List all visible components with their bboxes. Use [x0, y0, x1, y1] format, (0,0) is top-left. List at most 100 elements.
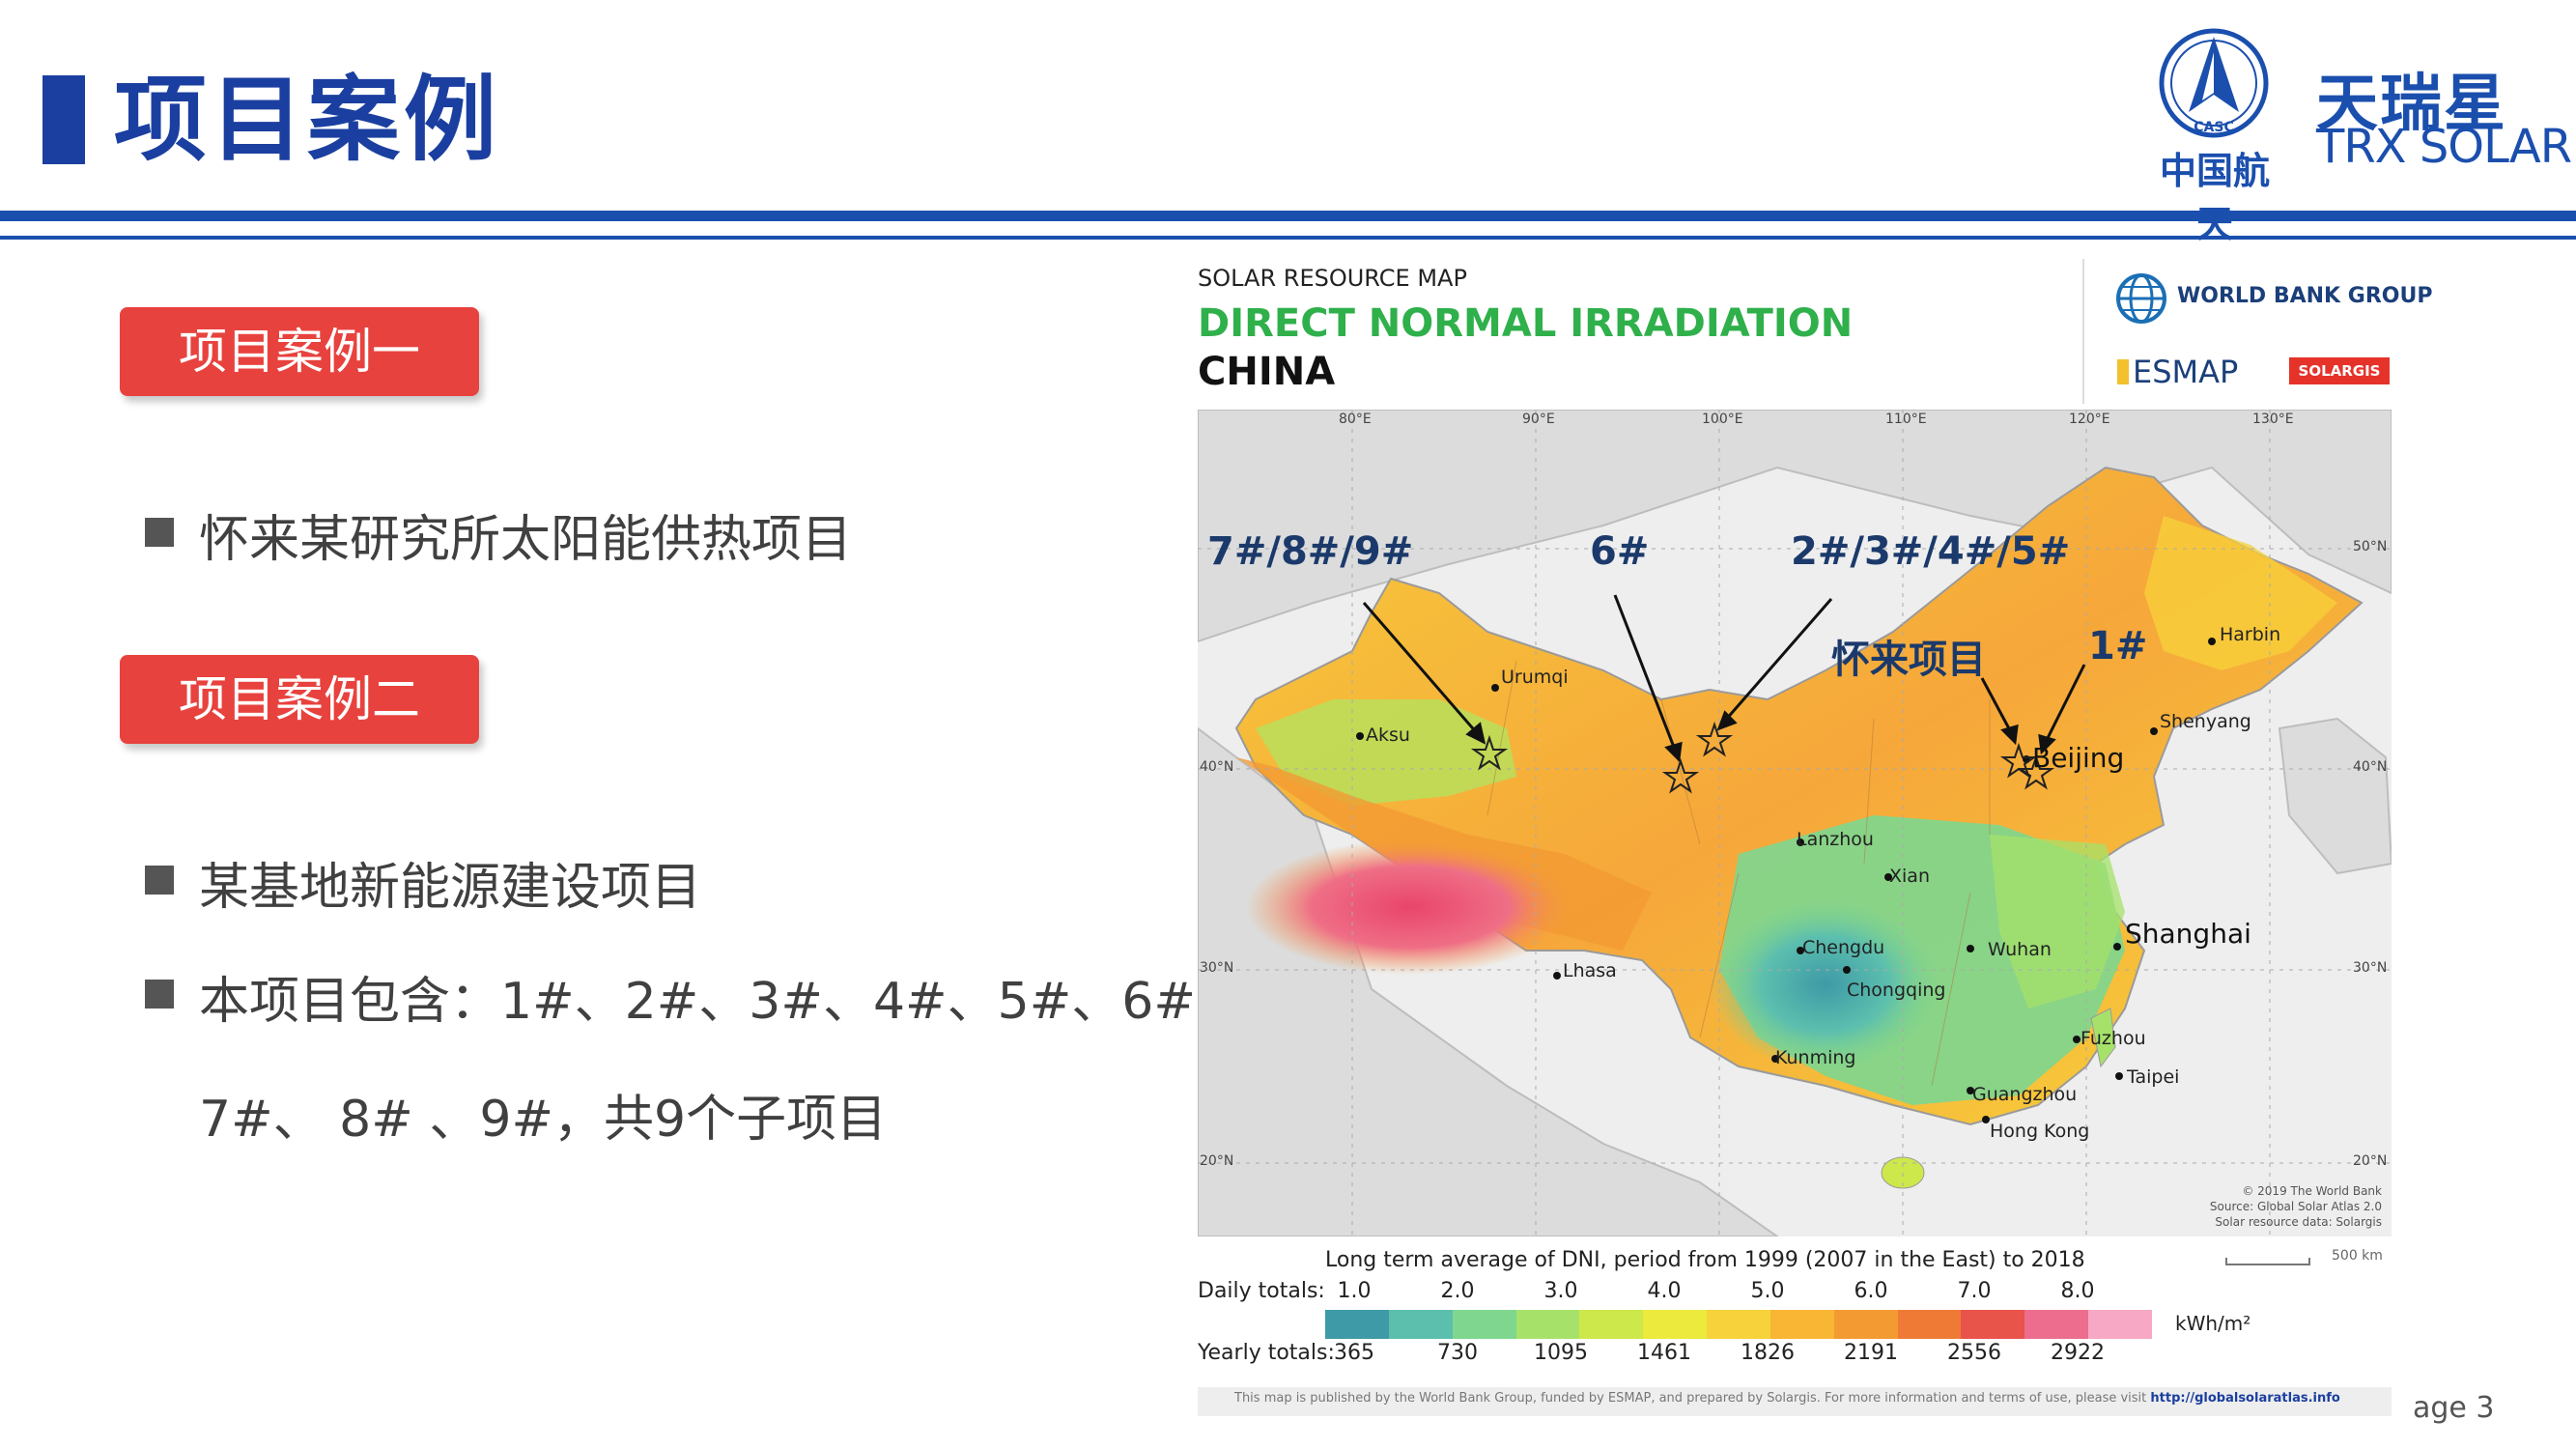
- map-heading: DIRECT NORMAL IRRADIATION: [1198, 301, 1854, 346]
- bullet-icon: [145, 980, 174, 1009]
- lon-tick: 120°E: [2069, 412, 2110, 427]
- legend-swatch: [1769, 1310, 1834, 1339]
- city-label: Hong Kong: [1990, 1121, 2090, 1142]
- project-annotation: 怀来项目: [1831, 638, 1986, 682]
- project-annotation: 7#/8#/9#: [1207, 529, 1414, 574]
- legend-swatch: [1579, 1310, 1644, 1339]
- esmap-mark-icon: [2117, 359, 2129, 384]
- legend-swatch: [1452, 1310, 1516, 1339]
- casc-logo-text: 中国航天: [2159, 150, 2270, 245]
- case-two-item-cont: 7#、 8# 、9#，共9个子项目: [199, 1091, 888, 1149]
- map-credit: Source: Global Solar Atlas 2.0: [2209, 1200, 2382, 1213]
- lat-tick: 30°N: [2353, 960, 2388, 976]
- legend-yearly-value: 1461: [1637, 1341, 1691, 1365]
- scale-bar: [2225, 1258, 2310, 1265]
- city-label: Xian: [1889, 866, 1930, 887]
- legend-swatch: [2088, 1310, 2152, 1339]
- lat-tick: 40°N: [1200, 759, 1234, 775]
- legend-daily-value: 3.0: [1543, 1279, 1578, 1303]
- atlas-link[interactable]: http://globalsolaratlas.info: [2150, 1391, 2340, 1406]
- legend-yearly-value: 730: [1437, 1341, 1478, 1365]
- lat-tick: 20°N: [2353, 1153, 2388, 1169]
- trx-logo-cn: 天瑞星: [2316, 69, 2507, 140]
- casc-emblem-text: CASC: [2194, 120, 2233, 135]
- legend-swatch: [1515, 1310, 1580, 1339]
- bullet-icon: [145, 866, 174, 895]
- map-footer-note: This map is published by the World Bank …: [1234, 1391, 2151, 1406]
- china-dni-map-graphic: [1198, 410, 2392, 1236]
- page-number: age 3: [2413, 1391, 2495, 1425]
- lon-tick: 80°E: [1339, 412, 1372, 427]
- bullet-icon: [145, 518, 174, 547]
- legend-daily-value: 2.0: [1440, 1279, 1475, 1303]
- legend-swatch: [1325, 1310, 1389, 1339]
- case-one-button[interactable]: 项目案例一: [120, 307, 479, 396]
- lon-tick: 110°E: [1885, 412, 1927, 427]
- city-label: Wuhan: [1988, 939, 2052, 960]
- casc-logo-icon: CASC: [2159, 28, 2269, 138]
- map-kicker: SOLAR RESOURCE MAP: [1198, 265, 1467, 292]
- lat-tick: 50°N: [2353, 539, 2388, 554]
- lon-tick: 90°E: [1522, 412, 1555, 427]
- page-title: 项目案例: [114, 66, 500, 174]
- legend-yearly-value: 2556: [1947, 1341, 2001, 1365]
- legend-yearly-value: 2922: [2051, 1341, 2105, 1365]
- case-one-item: 怀来某研究所太阳能供热项目: [199, 511, 853, 569]
- legend-swatch: [1833, 1310, 1898, 1339]
- city-label: Kunming: [1775, 1047, 1856, 1068]
- legend-daily-value: 5.0: [1750, 1279, 1785, 1303]
- legend-caption: Long term average of DNI, period from 19…: [1325, 1248, 2085, 1272]
- legend-daily-label: Daily totals:: [1198, 1279, 1325, 1303]
- legend-swatch: [1897, 1310, 1962, 1339]
- legend-swatch: [1643, 1310, 1708, 1339]
- legend-daily-value: 1.0: [1337, 1279, 1372, 1303]
- map-credit: © 2019 The World Bank: [2242, 1184, 2382, 1198]
- lat-tick: 30°N: [1200, 960, 1234, 976]
- legend-yearly-value: 1095: [1534, 1341, 1588, 1365]
- legend-swatch: [1961, 1310, 2025, 1339]
- case-two-button[interactable]: 项目案例二: [120, 655, 479, 744]
- project-annotation: 1#: [2088, 624, 2148, 668]
- world-bank-globe-icon: [2116, 273, 2166, 324]
- map-footer-text: This map is published by the World Bank …: [1234, 1391, 2340, 1406]
- scale-label: 500 km: [2332, 1248, 2383, 1264]
- city-label: Harbin: [2220, 624, 2281, 645]
- esmap-logo: ESMAP: [2133, 354, 2239, 390]
- legend-swatch: [1707, 1310, 1770, 1339]
- city-label: Aksu: [1366, 724, 1410, 746]
- lat-tick: 20°N: [1200, 1153, 1234, 1169]
- project-annotation: 2#/3#/4#/5#: [1791, 529, 2071, 574]
- city-label: Urumqi: [1501, 667, 1569, 688]
- city-label: Chengdu: [1802, 937, 1885, 958]
- solargis-logo: SOLARGIS: [2289, 357, 2390, 384]
- city-label: Guangzhou: [1972, 1084, 2078, 1105]
- city-label: Lhasa: [1563, 960, 1617, 981]
- city-label: Shenyang: [2160, 711, 2251, 732]
- header-rule-thick: [0, 211, 2576, 221]
- legend-daily-value: 6.0: [1854, 1279, 1888, 1303]
- map-credit: Solar resource data: Solargis: [2215, 1215, 2382, 1229]
- city-label: Chongqing: [1847, 980, 1946, 1001]
- case-two-item: 本项目包含：1#、2#、3#、4#、5#、6#、: [199, 973, 1246, 1031]
- title-accent-bar: [42, 75, 85, 164]
- legend-swatch: [1388, 1310, 1453, 1339]
- legend-yearly-value: 365: [1334, 1341, 1374, 1365]
- trx-logo-en: TRX SOLAR: [2316, 120, 2572, 174]
- legend-daily-value: 7.0: [1957, 1279, 1992, 1303]
- lon-tick: 130°E: [2252, 412, 2294, 427]
- dni-map: 80°E 90°E 100°E 110°E 120°E 130°E 50°N 4…: [1198, 410, 2392, 1236]
- city-label: Fuzhou: [2081, 1028, 2146, 1049]
- city-label: Taipei: [2127, 1066, 2180, 1088]
- city-label: Beijing: [2032, 742, 2125, 774]
- legend-yearly-value: 1826: [1741, 1341, 1795, 1365]
- case-two-item: 某基地新能源建设项目: [199, 859, 702, 917]
- legend-daily-value: 4.0: [1647, 1279, 1682, 1303]
- legend-yearly-label: Yearly totals:: [1198, 1341, 1335, 1365]
- header-rule-thin: [0, 236, 2576, 240]
- map-footer-band: [1198, 1387, 2392, 1416]
- legend-unit: kWh/m²: [2175, 1312, 2251, 1335]
- legend-swatch: [2024, 1310, 2089, 1339]
- lat-tick: 40°N: [2353, 759, 2388, 775]
- world-bank-group-logo: WORLD BANK GROUP: [2177, 284, 2433, 308]
- lon-tick: 100°E: [1702, 412, 1743, 427]
